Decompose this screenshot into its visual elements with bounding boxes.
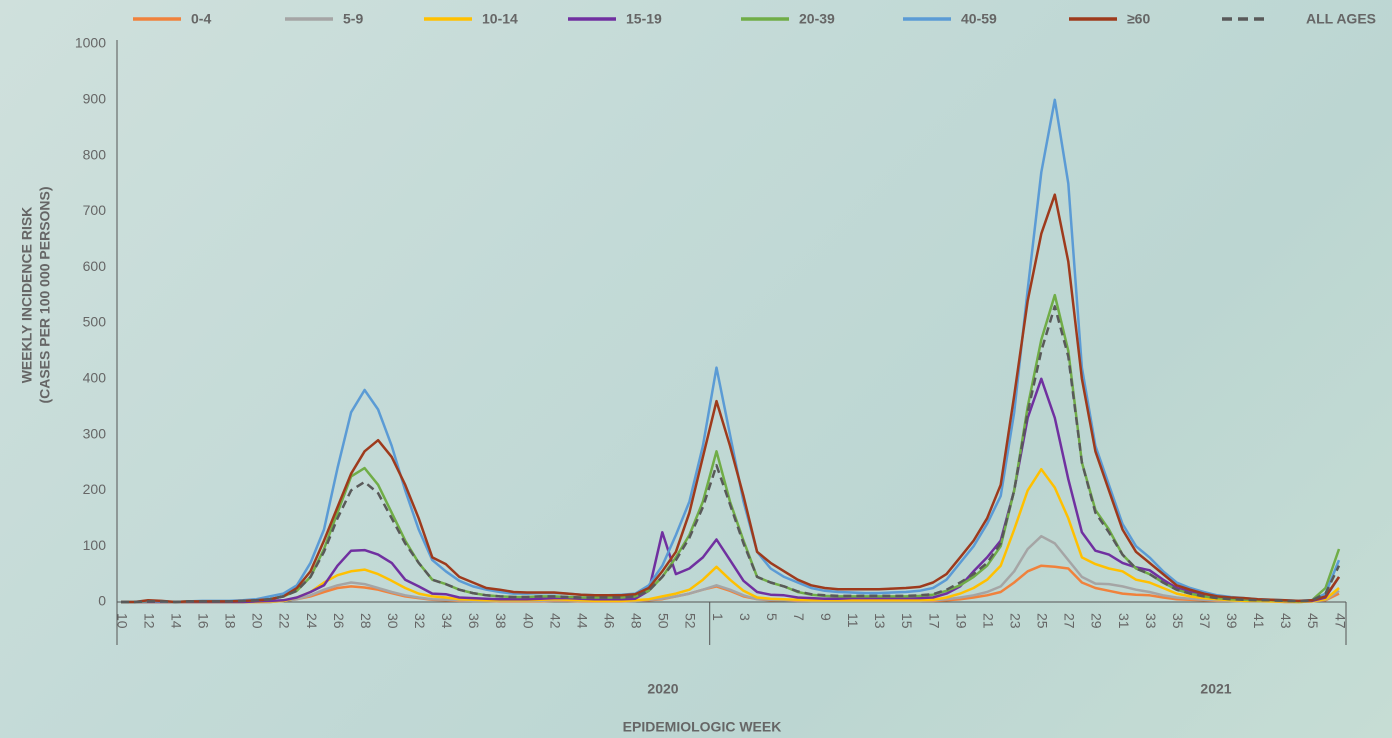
x-tick-label: 13 — [872, 613, 888, 629]
x-tick-label: 11 — [845, 613, 861, 628]
legend-label: 5-9 — [343, 11, 363, 27]
legend-label: 40-59 — [961, 11, 997, 27]
x-tick-label: 30 — [385, 613, 401, 629]
x-tick-label: 25 — [1035, 613, 1051, 629]
x-tick-label: 10 — [114, 613, 130, 629]
series-line — [121, 193, 1341, 604]
x-tick-label: 12 — [141, 613, 157, 629]
x-tick-label: 38 — [493, 613, 509, 629]
x-tick-label: 21 — [980, 613, 996, 629]
x-tick-label: 3 — [737, 613, 753, 621]
series-line — [121, 305, 1341, 604]
x-tick-label: 22 — [277, 613, 293, 629]
x-tick-label: 15 — [899, 613, 915, 629]
year-label: 2020 — [647, 681, 678, 697]
x-tick-label: 41 — [1251, 613, 1267, 629]
series-line — [121, 467, 1340, 604]
y-tick-label: 300 — [83, 425, 107, 441]
x-tick-label: 45 — [1305, 613, 1321, 629]
legend-label: ALL AGES — [1306, 11, 1376, 27]
x-tick-label: 32 — [412, 613, 428, 629]
x-tick-label: 24 — [304, 613, 320, 629]
legend-label: ≥60 — [1127, 11, 1150, 27]
y-tick-label: 600 — [83, 258, 107, 274]
x-tick-label: 52 — [683, 613, 699, 629]
legend-label: 0-4 — [191, 11, 211, 27]
x-tick-label: 35 — [1170, 613, 1186, 629]
x-tick-label: 27 — [1062, 613, 1078, 629]
x-tick-label: 50 — [656, 613, 672, 629]
legend-label: 15-19 — [626, 11, 662, 27]
x-tick-label: 29 — [1089, 613, 1105, 629]
x-tick-label: 43 — [1278, 613, 1294, 629]
x-tick-label: 23 — [1007, 613, 1023, 629]
year-label: 2021 — [1200, 681, 1231, 697]
y-tick-label: 700 — [83, 202, 107, 218]
x-tick-label: 7 — [791, 613, 807, 621]
x-tick-label: 20 — [250, 613, 266, 629]
x-tick-label: 17 — [926, 613, 942, 629]
x-tick-label: 14 — [168, 613, 184, 629]
x-tick-label: 18 — [223, 613, 239, 629]
x-tick-label: 19 — [953, 613, 969, 629]
series-line — [121, 98, 1341, 604]
y-axis-title: (CASES PER 100 000 PERSONS) — [37, 186, 53, 403]
y-tick-label: 200 — [83, 481, 107, 497]
y-tick-label: 0 — [98, 593, 106, 609]
y-axis-title: WEEKLY INCIDENCE RISK — [19, 207, 35, 384]
x-tick-label: 47 — [1332, 613, 1348, 629]
x-tick-label: 46 — [601, 613, 617, 629]
y-tick-label: 500 — [83, 314, 107, 330]
y-tick-label: 400 — [83, 370, 107, 386]
x-tick-label: 40 — [520, 613, 536, 629]
x-tick-label: 5 — [764, 613, 780, 621]
x-tick-label: 26 — [331, 613, 347, 629]
x-tick-label: 31 — [1116, 613, 1132, 629]
x-tick-label: 34 — [439, 613, 455, 629]
x-tick-label: 48 — [629, 613, 645, 629]
x-tick-label: 42 — [547, 613, 563, 629]
x-tick-label: 44 — [574, 613, 590, 629]
series-line — [121, 534, 1340, 604]
y-tick-label: 800 — [83, 146, 107, 162]
legend-label: 10-14 — [482, 11, 518, 27]
x-tick-label: 39 — [1224, 613, 1240, 629]
x-tick-label: 37 — [1197, 613, 1213, 629]
x-tick-label: 28 — [358, 613, 374, 629]
x-axis-title: EPIDEMIOLOGIC WEEK — [623, 719, 782, 735]
y-tick-label: 1000 — [75, 35, 106, 51]
x-tick-label: 1 — [710, 613, 726, 621]
x-tick-label: 33 — [1143, 613, 1159, 629]
legend-label: 20-39 — [799, 11, 835, 27]
x-tick-label: 36 — [466, 613, 482, 629]
x-tick-label: 16 — [195, 613, 211, 629]
x-tick-label: 9 — [818, 613, 834, 621]
y-tick-label: 900 — [83, 91, 107, 107]
y-tick-label: 100 — [83, 537, 107, 553]
